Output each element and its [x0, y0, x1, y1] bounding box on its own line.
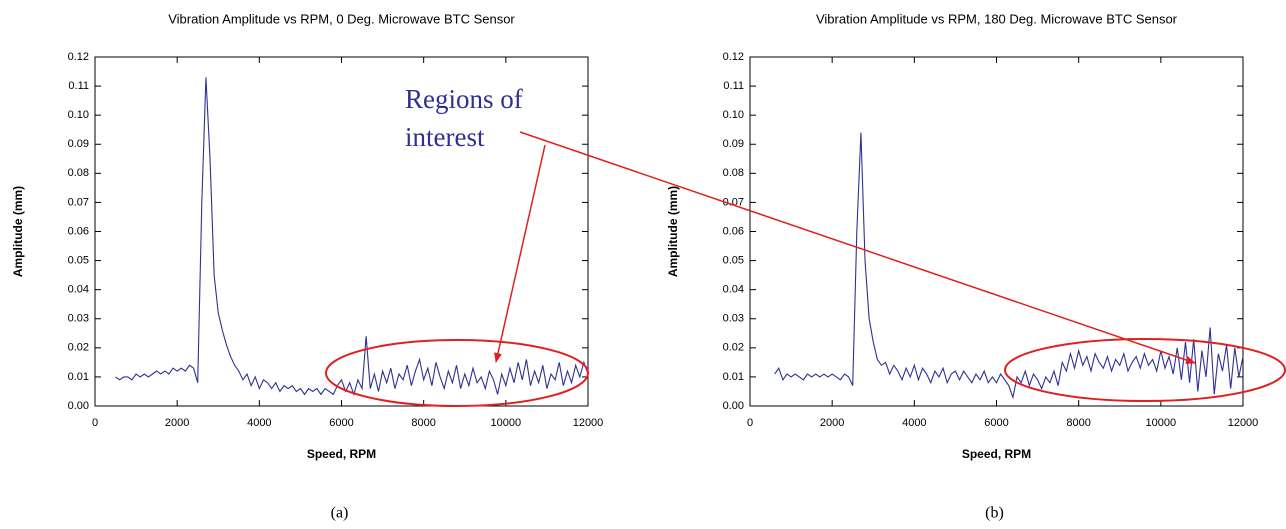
y-tick-label: 0.03 — [723, 313, 744, 325]
y-tick-label: 0.06 — [68, 225, 89, 237]
y-tick-label: 0.05 — [723, 254, 744, 266]
x-axis-label: Speed, RPM — [307, 447, 376, 461]
y-axis-label: Amplitude (mm) — [666, 186, 680, 277]
annotations: Regions of interest — [325, 84, 1286, 407]
x-tick-label: 12000 — [573, 417, 604, 429]
x-tick-label: 8000 — [1066, 417, 1090, 429]
x-tick-label: 2000 — [820, 417, 844, 429]
arrow — [519, 131, 1196, 364]
y-tick-label: 0.12 — [68, 51, 89, 63]
x-tick-label: 2000 — [165, 417, 189, 429]
y-tick-label: 0.01 — [68, 371, 89, 383]
annotation: Regions of — [405, 84, 523, 114]
y-tick-label: 0.07 — [68, 196, 89, 208]
plots: 0.00 0.01 0.02 0.03 0.04 0.05 0.06 0.07 0.08 0.09… — [11, 11, 1258, 521]
caption: (a) — [331, 505, 349, 522]
data-line — [774, 132, 1244, 400]
x-tick-label: 10000 — [1146, 417, 1177, 429]
y-tick-label: 0.08 — [68, 167, 89, 179]
y-tick-label: 0.00 — [723, 400, 744, 412]
y-tick-label: 0.00 — [68, 400, 89, 412]
caption: (b) — [985, 505, 1004, 522]
x-tick-label: 0 — [747, 417, 753, 429]
arrow — [494, 144, 546, 363]
x-axis-label: Speed, RPM — [962, 447, 1031, 461]
y-axis-label: Amplitude (mm) — [11, 186, 25, 277]
chart-title: Vibration Amplitude vs RPM, 0 Deg. Micro… — [168, 11, 515, 26]
y-tick-label: 0.06 — [723, 225, 744, 237]
y-tick-label: 0.12 — [723, 51, 744, 63]
y-tick-label: 0.09 — [723, 138, 744, 150]
x-tick-label: 4000 — [247, 417, 271, 429]
y-tick-label: 0.01 — [723, 371, 744, 383]
y-tick-label: 0.05 — [68, 254, 89, 266]
x-tick-label: 12000 — [1228, 417, 1259, 429]
y-tick-label: 0.09 — [68, 138, 89, 150]
x-tick-label: 8000 — [411, 417, 435, 429]
x-tick-label: 4000 — [902, 417, 926, 429]
y-tick-label: 0.02 — [68, 342, 89, 354]
x-tick-label: 6000 — [984, 417, 1008, 429]
chart-title: Vibration Amplitude vs RPM, 180 Deg. Mic… — [816, 11, 1178, 26]
x-tick-label: 10000 — [491, 417, 522, 429]
x-tick-label: 0 — [92, 417, 98, 429]
y-tick-label: 0.03 — [68, 313, 89, 325]
y-tick-label: 0.07 — [723, 196, 744, 208]
region-ellipse — [1004, 338, 1286, 402]
region-ellipse — [325, 339, 589, 407]
y-tick-label: 0.08 — [723, 167, 744, 179]
y-tick-label: 0.04 — [723, 284, 744, 296]
y-tick-label: 0.04 — [68, 284, 89, 296]
y-tick-label: 0.11 — [68, 80, 89, 92]
y-tick-label: 0.10 — [68, 109, 89, 121]
y-tick-label: 0.10 — [723, 109, 744, 121]
y-tick-label: 0.11 — [723, 80, 744, 92]
data-line — [115, 77, 589, 397]
x-tick-label: 6000 — [329, 417, 353, 429]
y-tick-label: 0.02 — [723, 342, 744, 354]
annotation: interest — [405, 122, 485, 152]
